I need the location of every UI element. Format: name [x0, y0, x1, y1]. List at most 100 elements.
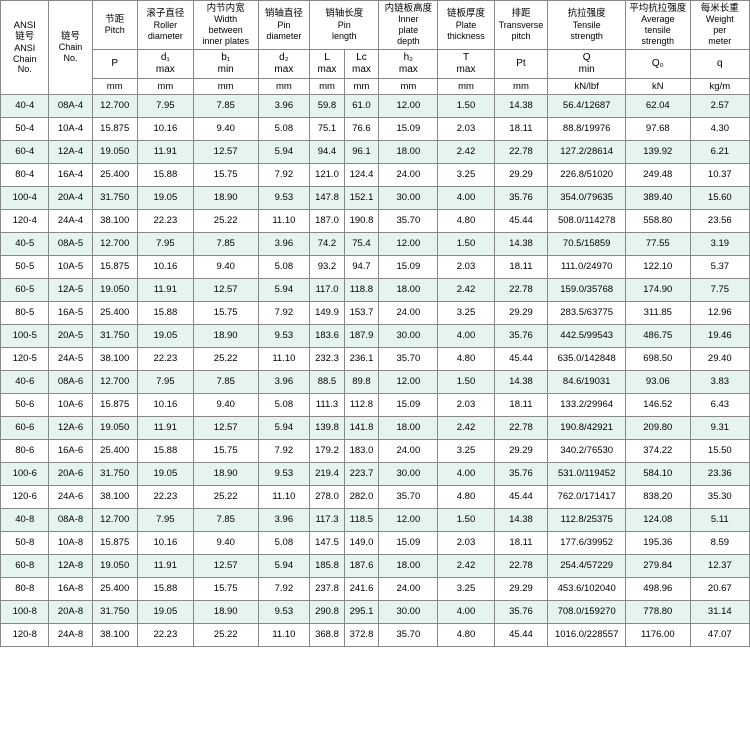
table-cell: 61.0: [344, 95, 379, 118]
table-cell: 15.09: [379, 118, 438, 141]
table-cell: 31.750: [92, 463, 137, 486]
table-cell: 5.08: [258, 118, 310, 141]
table-cell: 2.42: [438, 555, 494, 578]
table-cell: 9.40: [193, 394, 258, 417]
table-row: 100-420A-431.75019.0518.909.53147.8152.1…: [1, 187, 750, 210]
table-cell: 94.4: [310, 141, 344, 164]
table-cell: 18.11: [494, 394, 548, 417]
table-cell: 486.75: [625, 325, 690, 348]
table-cell: 179.2: [310, 440, 344, 463]
table-cell: 30.00: [379, 187, 438, 210]
table-cell: 100-8: [1, 601, 49, 624]
table-cell: 141.8: [344, 417, 379, 440]
table-cell: 29.40: [690, 348, 749, 371]
table-cell: 778.80: [625, 601, 690, 624]
table-cell: 9.40: [193, 256, 258, 279]
table-cell: 20A-4: [49, 187, 92, 210]
table-cell: 11.10: [258, 486, 310, 509]
table-cell: 4.80: [438, 210, 494, 233]
table-cell: 100-6: [1, 463, 49, 486]
table-row: 40-408A-412.7007.957.853.9659.861.012.00…: [1, 95, 750, 118]
table-cell: 100-5: [1, 325, 49, 348]
table-cell: 16A-4: [49, 164, 92, 187]
table-cell: 96.1: [344, 141, 379, 164]
table-cell: 120-5: [1, 348, 49, 371]
table-cell: 2.57: [690, 95, 749, 118]
table-cell: 19.050: [92, 417, 137, 440]
table-cell: 30.00: [379, 601, 438, 624]
table-cell: 254.4/57229: [548, 555, 626, 578]
table-cell: 111.3: [310, 394, 344, 417]
table-cell: 19.46: [690, 325, 749, 348]
table-cell: 12.57: [193, 279, 258, 302]
table-cell: 368.8: [310, 624, 344, 647]
table-cell: 15.75: [193, 164, 258, 187]
table-row: 120-624A-638.10022.2325.2211.10278.0282.…: [1, 486, 750, 509]
table-cell: 70.5/15859: [548, 233, 626, 256]
table-cell: 18.11: [494, 118, 548, 141]
table-cell: 5.11: [690, 509, 749, 532]
table-cell: 76.6: [344, 118, 379, 141]
table-cell: 22.78: [494, 279, 548, 302]
table-cell: 93.06: [625, 371, 690, 394]
table-cell: 112.8: [344, 394, 379, 417]
table-cell: 12.57: [193, 141, 258, 164]
table-cell: 12.57: [193, 555, 258, 578]
table-cell: 15.75: [193, 440, 258, 463]
table-row: 100-820A-831.75019.0518.909.53290.8295.1…: [1, 601, 750, 624]
table-cell: 10.16: [137, 532, 193, 555]
table-cell: 15.09: [379, 532, 438, 555]
table-cell: 12A-6: [49, 417, 92, 440]
table-cell: 89.8: [344, 371, 379, 394]
table-cell: 20A-5: [49, 325, 92, 348]
table-cell: 22.78: [494, 417, 548, 440]
table-cell: 146.52: [625, 394, 690, 417]
table-cell: 1.50: [438, 371, 494, 394]
table-cell: 93.2: [310, 256, 344, 279]
table-cell: 40-6: [1, 371, 49, 394]
table-cell: 19.050: [92, 279, 137, 302]
table-cell: 10A-6: [49, 394, 92, 417]
table-cell: 5.94: [258, 417, 310, 440]
table-cell: 50-8: [1, 532, 49, 555]
table-cell: 35.70: [379, 348, 438, 371]
table-row: 120-524A-538.10022.2325.2211.10232.3236.…: [1, 348, 750, 371]
table-cell: 16A-6: [49, 440, 92, 463]
table-cell: 24A-4: [49, 210, 92, 233]
table-cell: 45.44: [494, 624, 548, 647]
table-cell: 2.03: [438, 532, 494, 555]
table-cell: 11.91: [137, 417, 193, 440]
table-cell: 10.37: [690, 164, 749, 187]
table-cell: 35.76: [494, 187, 548, 210]
table-cell: 147.5: [310, 532, 344, 555]
table-cell: 1176.00: [625, 624, 690, 647]
table-cell: 20A-6: [49, 463, 92, 486]
table-cell: 372.8: [344, 624, 379, 647]
table-cell: 12.57: [193, 417, 258, 440]
table-cell: 9.53: [258, 187, 310, 210]
table-cell: 25.400: [92, 164, 137, 187]
table-cell: 08A-5: [49, 233, 92, 256]
table-cell: 24.00: [379, 302, 438, 325]
table-cell: 75.4: [344, 233, 379, 256]
table-cell: 3.96: [258, 509, 310, 532]
table-cell: 94.7: [344, 256, 379, 279]
table-cell: 4.00: [438, 463, 494, 486]
table-row: 100-520A-531.75019.0518.909.53183.6187.9…: [1, 325, 750, 348]
table-cell: 374.22: [625, 440, 690, 463]
table-cell: 11.91: [137, 141, 193, 164]
table-cell: 9.53: [258, 463, 310, 486]
table-cell: 9.53: [258, 325, 310, 348]
table-cell: 12.700: [92, 233, 137, 256]
table-cell: 22.23: [137, 348, 193, 371]
table-cell: 219.4: [310, 463, 344, 486]
table-cell: 118.5: [344, 509, 379, 532]
table-cell: 100-4: [1, 187, 49, 210]
table-cell: 453.6/102040: [548, 578, 626, 601]
table-row: 120-424A-438.10022.2325.2211.10187.0190.…: [1, 210, 750, 233]
table-cell: 22.23: [137, 624, 193, 647]
table-cell: 124.4: [344, 164, 379, 187]
table-cell: 498.96: [625, 578, 690, 601]
table-cell: 15.88: [137, 440, 193, 463]
table-cell: 19.05: [137, 325, 193, 348]
